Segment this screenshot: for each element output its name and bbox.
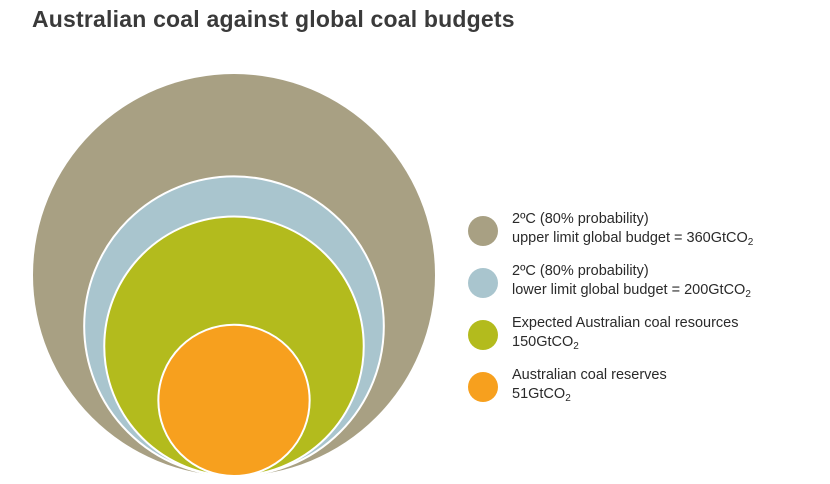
legend-line1: 2ºC (80% probability) [512, 263, 649, 279]
legend-line2: upper limit global budget = 360GtCO2 [512, 230, 754, 248]
legend-line1: 2ºC (80% probability) [512, 211, 649, 227]
legend-item-upper-budget: 2ºC (80% probability) upper limit global… [468, 210, 818, 262]
legend-line2: 150GtCO2 [512, 334, 579, 352]
legend-line1: Expected Australian coal resources [512, 315, 739, 331]
legend-item-coal-reserves: Australian coal reserves 51GtCO2 [468, 366, 818, 418]
legend-swatch [468, 216, 498, 246]
legend-item-expected-resources: Expected Australian coal resources 150Gt… [468, 314, 818, 366]
legend-swatch [468, 372, 498, 402]
legend-line2: 51GtCO2 [512, 386, 571, 404]
legend-swatch [468, 320, 498, 350]
legend: 2ºC (80% probability) upper limit global… [468, 210, 818, 418]
circle-coal-reserves [157, 323, 311, 477]
legend-line1: Australian coal reserves [512, 367, 667, 383]
legend-swatch [468, 268, 498, 298]
legend-line2: lower limit global budget = 200GtCO2 [512, 282, 751, 300]
chart-title: Australian coal against global coal budg… [32, 6, 515, 32]
legend-item-lower-budget: 2ºC (80% probability) lower limit global… [468, 262, 818, 314]
